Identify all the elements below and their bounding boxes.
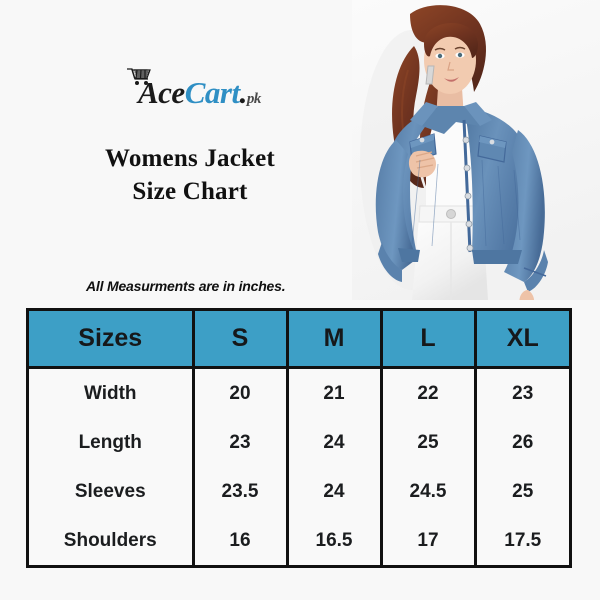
cell-width-xl: 23 [512, 382, 534, 404]
cell-length-s: 23 [193, 418, 289, 467]
column-header-s: S [193, 311, 289, 369]
model-photo [352, 0, 600, 300]
size-chart-table: Sizes S M L XL Width 20 21 22 23 Length [26, 308, 572, 568]
cell-width-l: 22 [381, 367, 477, 418]
column-header-xl: XL [475, 311, 569, 369]
brand-dot: . [239, 75, 248, 110]
table-row: Length 23 24 25 26 [29, 418, 569, 467]
brand-name-accent: Cart [184, 75, 240, 110]
cell-length-m: 24 [287, 418, 383, 467]
cell-sleeves-s: 23.5 [193, 467, 289, 516]
brand-logo: AceCart.pk [124, 62, 294, 108]
table-row: Width 20 21 22 23 [29, 367, 569, 418]
cell-width-s: 20 [193, 367, 289, 418]
row-label-width: Width [29, 367, 195, 418]
cell-shoulders-l: 17 [381, 516, 477, 565]
cell-sleeves-xl: 25 [512, 480, 534, 502]
cell-length-l: 25 [381, 418, 477, 467]
brand-tld: pk [246, 91, 262, 107]
page-title-line-1: Womens Jacket [105, 145, 275, 172]
table-row: Sleeves 23.5 24 24.5 25 [29, 467, 569, 516]
cell-shoulders-xl: 17.5 [504, 529, 542, 551]
column-header-sizes: Sizes [29, 311, 195, 369]
page-title-line-2: Size Chart [132, 178, 248, 205]
cell-length-xl: 26 [512, 431, 534, 453]
row-label-sleeves: Sleeves [29, 467, 195, 516]
cell-shoulders-m: 16.5 [287, 516, 383, 565]
table-header-row: Sizes S M L XL [29, 311, 569, 369]
column-header-l: L [381, 311, 477, 369]
row-label-length: Length [29, 418, 195, 467]
table-row: Shoulders 16 16.5 17 17.5 [29, 516, 569, 565]
page-title: Womens Jacket Size Chart [0, 142, 380, 208]
cell-sleeves-l: 24.5 [381, 467, 477, 516]
cell-sleeves-m: 24 [287, 467, 383, 516]
row-label-shoulders: Shoulders [29, 516, 195, 565]
shopping-cart-icon [126, 66, 152, 86]
column-header-m: M [287, 311, 383, 369]
measurement-note: All Measurments are in inches. [86, 278, 286, 294]
cell-shoulders-s: 16 [193, 516, 289, 565]
cell-width-m: 21 [287, 367, 383, 418]
